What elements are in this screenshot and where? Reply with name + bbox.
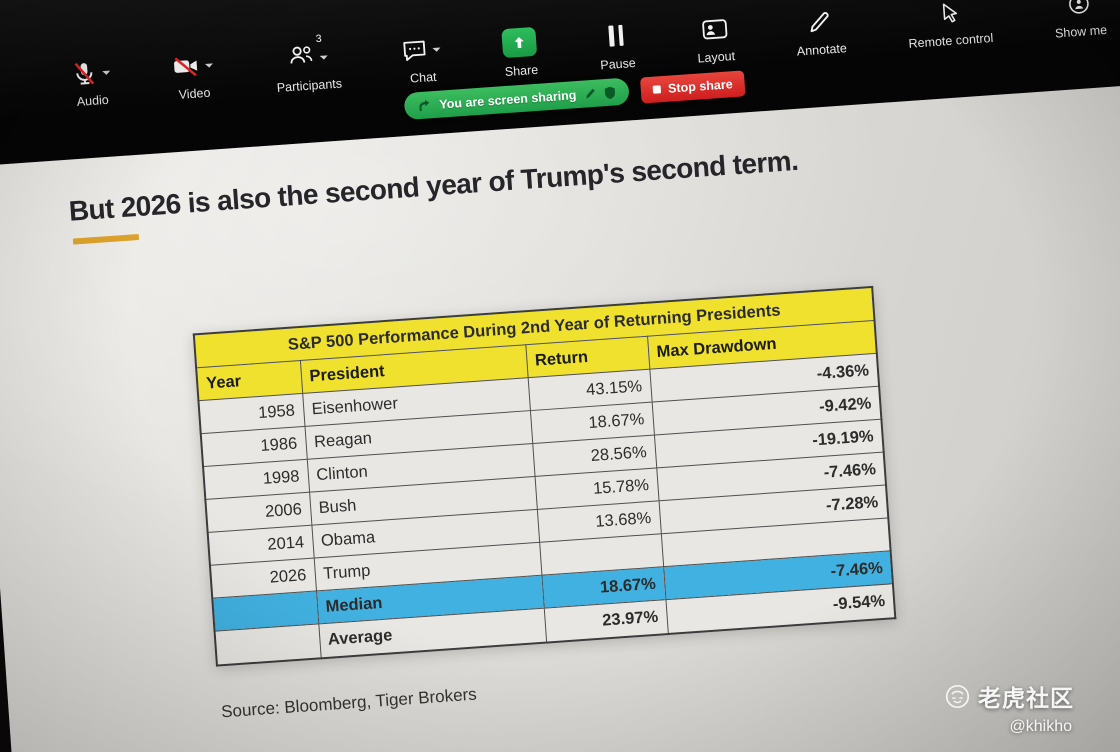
shield-icon[interactable] bbox=[604, 85, 617, 100]
toolbar-remote-control-label: Remote control bbox=[908, 30, 994, 51]
toolbar-participants-button[interactable]: 3 Participants bbox=[274, 33, 343, 95]
chevron-down-icon[interactable] bbox=[319, 54, 329, 60]
toolbar-show-me-label: Show me bbox=[1054, 22, 1108, 41]
toolbar-annotate-label: Annotate bbox=[796, 41, 848, 59]
shared-slide: But 2026 is also the second year of Trum… bbox=[0, 82, 1120, 752]
toolbar-chat-button[interactable]: Chat bbox=[401, 34, 443, 87]
screen-sharing-status-pill: You are screen sharing bbox=[403, 77, 631, 121]
layout-icon-row bbox=[699, 13, 729, 44]
pause-icon bbox=[608, 23, 624, 48]
show-me-icon-row bbox=[1066, 0, 1092, 19]
toolbar-audio-button[interactable]: Audio bbox=[70, 57, 112, 110]
toolbar-show-me-button[interactable]: Show me bbox=[1052, 0, 1108, 41]
stop-icon bbox=[652, 84, 662, 94]
slide-title: But 2026 is also the second year of Trum… bbox=[67, 144, 800, 227]
toolbar-pause-label: Pause bbox=[599, 55, 637, 73]
annotate-icon-row bbox=[806, 6, 834, 37]
camera-muted-icon bbox=[174, 56, 198, 76]
microphone-muted-icon bbox=[74, 62, 95, 85]
toolbar-annotate-button[interactable]: Annotate bbox=[794, 5, 848, 59]
stop-share-label: Stop share bbox=[667, 76, 734, 96]
toolbar-layout-label: Layout bbox=[697, 48, 736, 66]
chat-icon-row bbox=[401, 34, 442, 66]
watermark-brand-text: 老虎社区 bbox=[978, 685, 1074, 711]
toolbar-video-button[interactable]: Video bbox=[171, 49, 215, 102]
audio-icon-row bbox=[70, 57, 111, 89]
zoom-toolbar: Audio Video bbox=[0, 0, 1120, 171]
share-screen-icon bbox=[501, 26, 538, 59]
screen-sharing-status-text: You are screen sharing bbox=[438, 87, 577, 112]
chat-icon bbox=[403, 40, 426, 61]
toolbar-layout-button[interactable]: Layout bbox=[695, 13, 736, 66]
participants-icon-row: 3 bbox=[286, 33, 329, 74]
toolbar-share-button[interactable]: Share bbox=[501, 26, 539, 80]
chevron-down-icon[interactable] bbox=[204, 62, 214, 68]
cell-average-return: 23.97% bbox=[543, 599, 668, 643]
cell-empty bbox=[214, 623, 321, 666]
mini-pen-icon[interactable] bbox=[584, 87, 597, 101]
participants-count-badge: 3 bbox=[315, 32, 323, 46]
toolbar-share-label: Share bbox=[504, 62, 539, 80]
stop-share-button[interactable]: Stop share bbox=[640, 69, 746, 104]
video-icon-row bbox=[171, 49, 214, 81]
toolbar-video-label: Video bbox=[178, 85, 211, 102]
tiger-logo-icon bbox=[945, 684, 970, 708]
toolbar-participants-label: Participants bbox=[276, 76, 343, 95]
toolbar-remote-control-button[interactable]: Remote control bbox=[906, 0, 994, 51]
title-underline-accent bbox=[72, 233, 140, 245]
participants-icon-wrap: 3 bbox=[286, 33, 322, 74]
toolbar-chat-label: Chat bbox=[409, 69, 437, 86]
toolbar-pause-button[interactable]: Pause bbox=[597, 20, 636, 72]
toolbar-audio-label: Audio bbox=[76, 92, 110, 109]
show-me-icon bbox=[1069, 0, 1089, 14]
annotate-pencil-icon bbox=[810, 11, 829, 32]
watermark: 老虎社区 @khikho bbox=[945, 679, 1074, 736]
share-icon-row bbox=[501, 26, 538, 59]
sp500-performance-table: S&P 500 Performance During 2nd Year of R… bbox=[192, 285, 897, 667]
participants-icon bbox=[290, 46, 313, 64]
share-arrow-icon bbox=[419, 99, 430, 111]
chevron-down-icon[interactable] bbox=[102, 70, 111, 75]
remote-control-icon-row bbox=[936, 0, 962, 28]
watermark-handle: @khikho bbox=[1009, 718, 1073, 735]
source-note: Source: Bloomberg, Tiger Brokers bbox=[220, 684, 478, 722]
pause-icon-row bbox=[608, 21, 624, 51]
toolbar-items: Audio Video bbox=[70, 0, 1108, 110]
layout-icon bbox=[701, 18, 727, 39]
screen-share-banner: You are screen sharing Stop share bbox=[403, 69, 746, 121]
remote-control-cursor-icon bbox=[942, 3, 957, 23]
watermark-brand-row: 老虎社区 bbox=[945, 679, 1074, 713]
chevron-down-icon[interactable] bbox=[432, 46, 441, 52]
